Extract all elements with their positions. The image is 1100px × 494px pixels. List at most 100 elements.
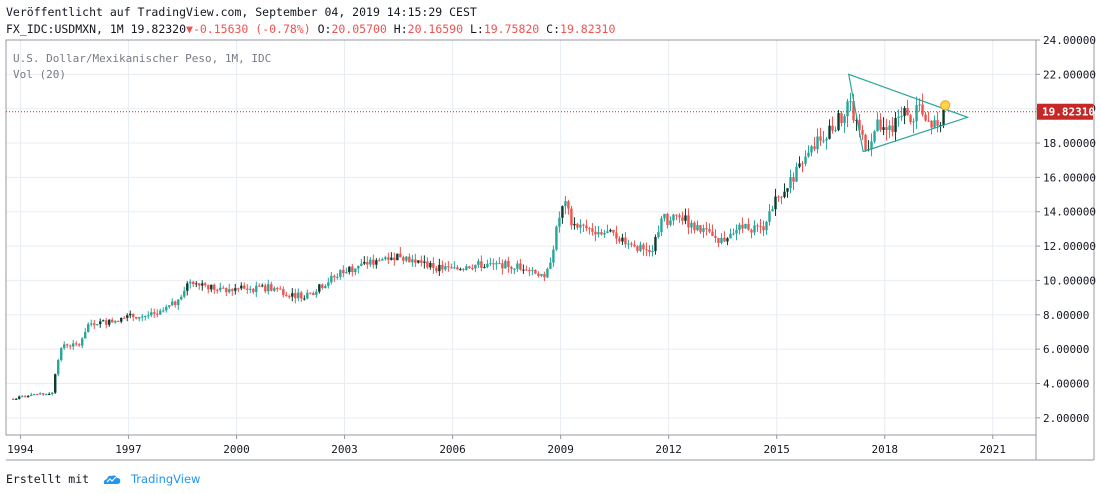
candle-body [240,285,243,289]
candle-body [198,283,201,286]
candle-body [183,290,186,297]
candle-body [288,296,291,298]
candle-body [228,289,231,293]
candle-body [84,332,87,339]
candle-body [297,292,300,299]
candle-body [447,266,450,268]
close-value: 19.82310 [560,22,616,36]
candle-body [180,296,183,300]
candle-body [375,260,378,265]
candle-body [279,288,282,290]
candle-body [729,233,732,239]
candle-body [591,228,594,232]
candle-body [339,269,342,277]
candle-body [849,101,852,103]
candle-body [450,267,453,269]
candle-body [567,201,570,209]
candle-body [330,275,333,283]
symbol-line: FX_IDC:USDMXN, 1M 19.82320▼-0.15630 (-0.… [6,22,615,36]
candle-body [801,163,804,165]
candle-body [126,315,129,318]
candle-body [270,284,273,291]
candle-body [207,285,210,290]
candle-body [609,229,612,232]
candle-body [21,396,24,398]
candle-body [669,220,672,225]
event-marker-icon[interactable] [940,100,951,111]
candle-body [792,177,795,182]
candle-body [201,283,204,286]
candle-body [414,259,417,263]
candle-body [678,215,681,218]
overlay [6,73,1036,153]
candle-body [255,285,258,293]
candle-body [693,222,696,231]
candle-body [795,166,798,182]
candle-body [249,288,252,290]
candle-body [42,393,45,395]
candle-body [726,238,729,242]
candle-body [387,257,390,260]
candle-body [531,269,534,271]
candle-body [99,321,102,325]
candle-body [540,273,543,276]
candle-body [381,259,384,261]
open-value: 20.05700 [331,22,387,36]
candle-body [291,293,294,297]
low-label: L: [469,22,484,36]
candle-body [294,293,297,299]
candle-body [12,398,15,400]
candle-body [237,288,240,290]
candle-body [57,360,60,375]
high-value: 20.16590 [407,22,464,36]
candle-body [267,284,270,292]
candle-body [54,374,57,393]
candle-body [882,127,885,130]
candle-body [204,283,207,286]
candle-body [261,285,264,287]
candle-body [588,228,591,230]
triangle-pattern[interactable] [847,73,970,153]
candle-body [759,225,762,227]
candle-body [159,310,162,315]
candle-body [492,263,495,265]
candle-body [438,264,441,272]
candle-body [369,259,372,265]
candle-body [894,118,897,132]
candle-body [813,146,816,150]
candle-body [564,201,567,207]
candle-body [525,269,528,271]
candle-body [666,213,669,225]
candle-body [78,344,81,346]
candle-body [708,228,711,232]
candle-body [15,398,18,400]
footer-brand[interactable]: TradingView [130,472,201,486]
price-badge-box [1037,103,1093,120]
candle-body [153,312,156,314]
candle-body [780,196,783,198]
candle-body [444,266,447,270]
candle-body [48,394,51,396]
candle-body [276,288,279,290]
candle-body [843,116,846,124]
y-tick-label: 10.00000 [1043,274,1096,287]
candle-body [636,246,639,251]
candle-body [723,237,726,242]
candle-body [357,265,360,269]
candle-body [774,196,777,210]
candle-body [192,281,195,285]
candle-body [756,225,759,227]
y-tick-label: 12.00000 [1043,240,1096,253]
candle-body [573,223,576,226]
candle-body [660,218,663,233]
candle-body [459,269,462,271]
x-tick-label: 1994 [7,443,34,456]
candle-body [522,269,525,271]
published-text: Veröffentlicht auf TradingView.com, Sept… [6,5,477,19]
y-tick-label: 22.00000 [1043,68,1096,81]
candle-body [645,249,648,251]
candle-body [264,285,267,292]
candle-body [405,256,408,261]
candle-body [147,315,150,317]
